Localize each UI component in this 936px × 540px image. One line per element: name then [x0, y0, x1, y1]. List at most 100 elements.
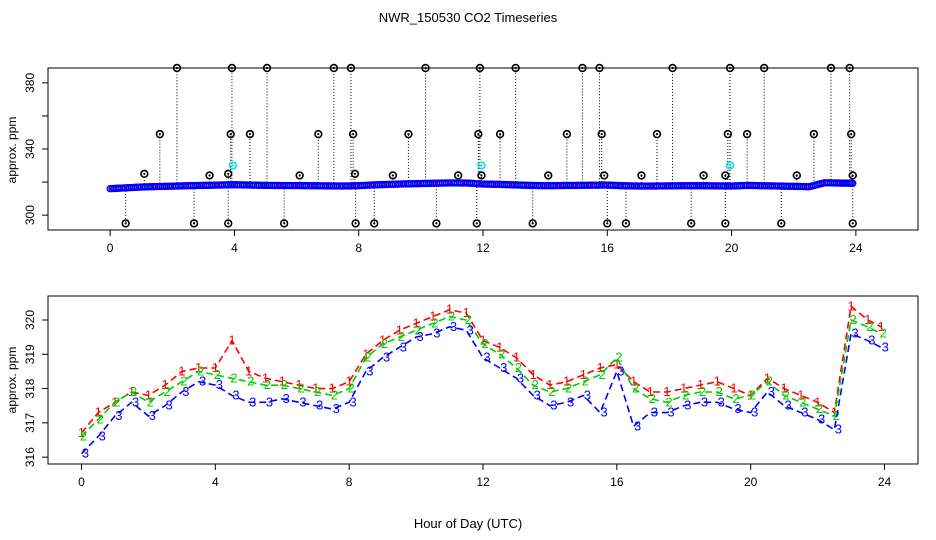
- spike-point: [848, 219, 857, 228]
- series-2-point: 2: [766, 374, 773, 389]
- series-2-point: 2: [783, 387, 790, 402]
- spike-point-center: [640, 174, 643, 177]
- series-1-point: 1: [178, 363, 185, 378]
- spike-point: [848, 171, 857, 180]
- spike-point-center: [565, 133, 568, 136]
- spike-point: [845, 63, 854, 73]
- series-3-point: 3: [216, 377, 223, 392]
- spike-point: [652, 129, 662, 139]
- series-1-point: 1: [362, 346, 369, 361]
- x-tick-label: 24: [849, 241, 863, 255]
- series-2-point: 2: [799, 394, 806, 409]
- spike-point-center: [851, 174, 854, 177]
- spike-point-center: [726, 133, 729, 136]
- series-1-point: 1: [145, 387, 152, 402]
- series-2-point: 2: [314, 384, 321, 399]
- series-2-point: 2: [197, 363, 204, 378]
- spike-point-center: [227, 222, 230, 225]
- series-1-point: 1: [530, 367, 537, 382]
- spike-point-center: [158, 133, 161, 136]
- series-1-point: 1: [496, 339, 503, 354]
- x-tick-label: 24: [878, 475, 892, 489]
- series-2-point: 2: [264, 377, 271, 392]
- series-3-point: 3: [617, 363, 624, 378]
- series-3-point: 3: [517, 370, 524, 385]
- spike-point-center: [724, 222, 727, 225]
- series-1-point: 1: [814, 394, 821, 409]
- spike-point-center: [373, 222, 376, 225]
- series-3-point: 3: [667, 405, 674, 420]
- spike-point-center: [480, 164, 483, 167]
- series-2-point: 2: [348, 381, 355, 396]
- top-axis-ticks: 0 4 8 12 16 20 24 300 340 380: [23, 73, 863, 255]
- series-1-point: 1: [379, 333, 386, 348]
- spike-point: [511, 63, 520, 73]
- spike-point-center: [407, 133, 410, 136]
- spike-point-center: [229, 133, 232, 136]
- spike-point-center: [780, 222, 783, 225]
- y-tick-label: 380: [23, 73, 37, 93]
- x-tick-label: 4: [212, 475, 219, 489]
- series-2-point: 2: [331, 387, 338, 402]
- series-2-point: 2: [130, 384, 137, 399]
- flagged-point: [477, 161, 486, 170]
- x-tick-label: 12: [476, 241, 490, 255]
- series-3-point: 3: [283, 391, 290, 406]
- spike-point: [140, 169, 149, 178]
- spike-point-center: [480, 174, 483, 177]
- series-3-point: 3: [534, 387, 541, 402]
- series-3-point: 3: [835, 422, 842, 437]
- spike-point: [388, 171, 398, 180]
- series-2-point: 2: [749, 387, 756, 402]
- spike-point: [528, 219, 537, 228]
- spike-point: [544, 171, 553, 180]
- spike-point-center: [746, 133, 749, 136]
- series-1-point: 1: [580, 367, 587, 382]
- series-3-point: 3: [99, 429, 106, 444]
- spike-point: [314, 129, 323, 139]
- spike-point: [686, 219, 696, 228]
- series-1-point: 1: [95, 405, 102, 420]
- spike-point-center: [349, 66, 353, 70]
- spike-point-center: [248, 133, 252, 136]
- x-tick-label: 8: [346, 475, 353, 489]
- spike-point-center: [812, 133, 816, 136]
- spike-point: [809, 129, 819, 139]
- spike-point: [155, 129, 165, 139]
- series-2-point: 2: [498, 346, 505, 361]
- spike-point: [792, 171, 802, 180]
- series-1-point: 1: [647, 384, 654, 399]
- spike-point-center: [332, 66, 335, 70]
- spike-point-center: [435, 222, 438, 225]
- series-3-point: 3: [818, 411, 825, 426]
- spike-point: [245, 129, 255, 139]
- series-3-point: 3: [751, 405, 758, 420]
- x-tick-label: 0: [107, 241, 114, 255]
- series-3-point: 3: [182, 384, 189, 399]
- spike-point-center: [728, 164, 732, 167]
- spike-point: [599, 171, 609, 180]
- spike-point: [121, 219, 130, 228]
- baseline-point: [849, 179, 857, 187]
- series-2-line: [80, 315, 882, 438]
- y-tick-label: 318: [23, 378, 37, 398]
- y-tick-label: 300: [23, 205, 37, 225]
- series-3-point: 3: [316, 398, 323, 413]
- spike-point-center: [600, 133, 603, 136]
- spike-point-center: [265, 66, 269, 70]
- series-1-point: 1: [797, 387, 804, 402]
- series-2-point: 2: [214, 367, 221, 382]
- series-2-point: 2: [113, 394, 120, 409]
- spike-point: [826, 63, 836, 73]
- spike-point-center: [702, 174, 705, 177]
- spike-point-center: [475, 222, 478, 225]
- series-3-point: 3: [433, 326, 440, 341]
- series-2-point: 2: [281, 377, 288, 392]
- series-3-point: 3: [366, 363, 373, 378]
- spike-point-center: [581, 66, 584, 70]
- spike-point-center: [353, 172, 357, 175]
- series-2-point: 2: [665, 394, 672, 409]
- spike-point-center: [283, 222, 286, 225]
- series-1-point: 1: [78, 425, 85, 440]
- spike-point: [404, 129, 413, 139]
